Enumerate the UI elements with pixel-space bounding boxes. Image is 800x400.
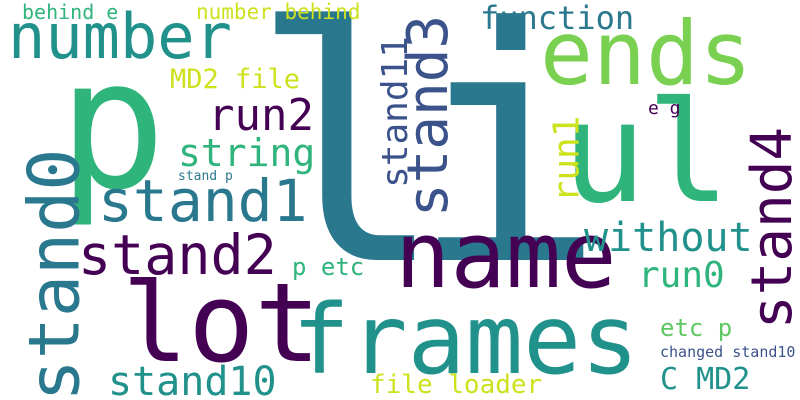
word-p-etc: p etc bbox=[292, 253, 365, 281]
word-stand4: stand4 bbox=[740, 126, 800, 330]
word-string: string bbox=[178, 131, 316, 175]
word-i: i bbox=[410, 0, 606, 337]
word-stand2: stand2 bbox=[78, 223, 277, 287]
word-lot: lot bbox=[122, 259, 321, 387]
word-ends: ends bbox=[540, 2, 752, 105]
word-md2-file: MD2 file bbox=[170, 64, 301, 95]
word-function: function bbox=[480, 0, 635, 37]
word-file-loader: file loader bbox=[370, 370, 543, 400]
word-changed-stand10: changed stand10 bbox=[660, 343, 796, 361]
word-name: name bbox=[395, 202, 617, 309]
word-run0: run0 bbox=[638, 255, 725, 296]
word-run1: run1 bbox=[546, 115, 588, 203]
word-stand1: stand1 bbox=[98, 167, 308, 235]
word-run2: run2 bbox=[208, 90, 314, 141]
word-number: number bbox=[8, 0, 232, 73]
word-stand10: stand10 bbox=[108, 359, 277, 400]
word-frames: frames bbox=[292, 284, 639, 396]
word-l: l bbox=[250, 0, 446, 337]
word-etc-p: etc p bbox=[660, 314, 733, 342]
word-ul: ul bbox=[562, 72, 731, 235]
word-without: without bbox=[584, 215, 753, 261]
word-number-behind: number behind bbox=[196, 0, 361, 24]
word-behind-e: behind e bbox=[22, 0, 119, 24]
word-p: p bbox=[58, 21, 167, 230]
word-c-md2: C MD2 bbox=[660, 362, 751, 397]
word-stand11: stand11 bbox=[374, 36, 416, 188]
word-stand-p: stand p bbox=[178, 169, 233, 184]
word-e-g: e g bbox=[648, 98, 681, 119]
